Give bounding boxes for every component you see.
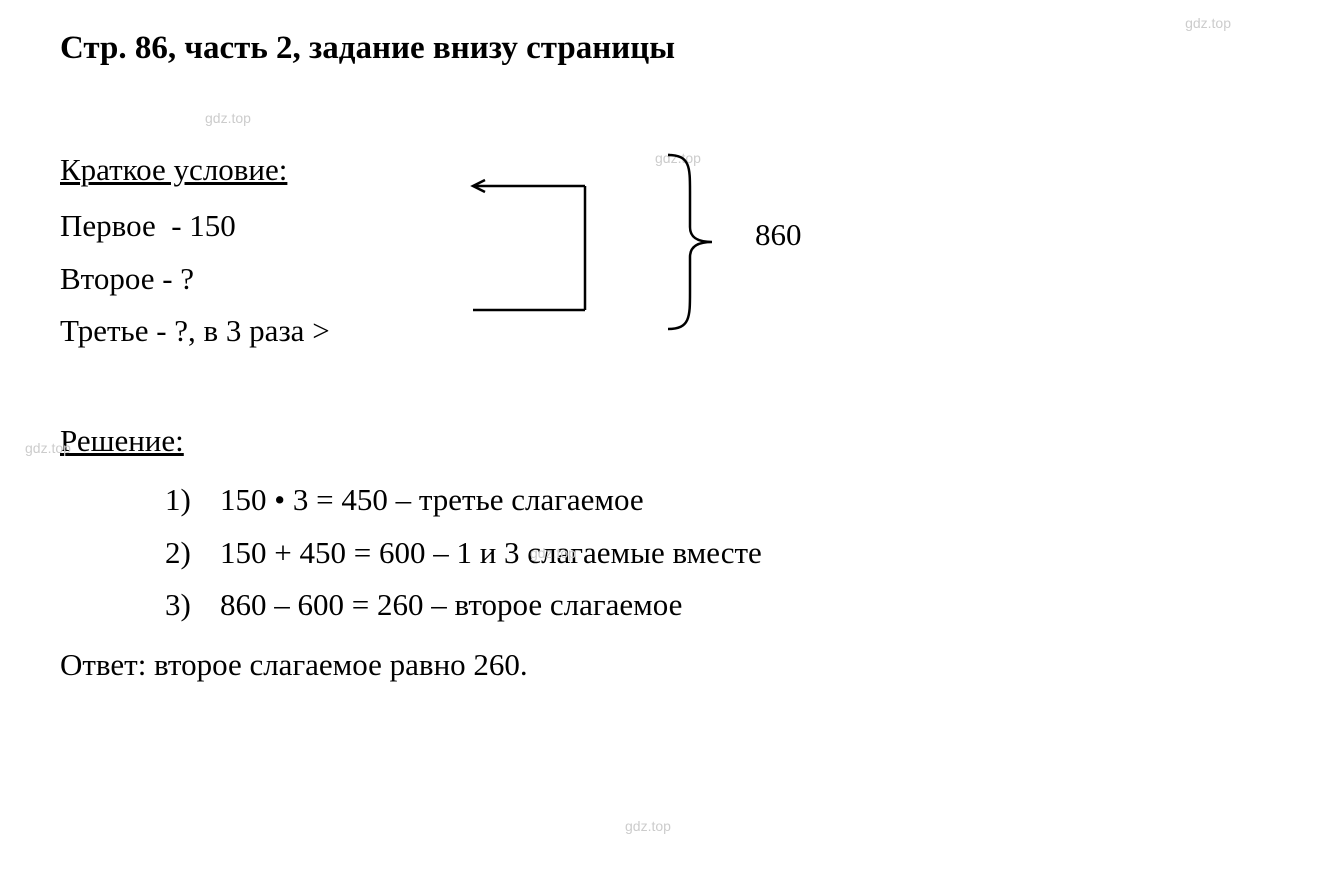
watermark: gdz.top bbox=[25, 440, 71, 456]
page-title: Стр. 86, часть 2, задание внизу страницы bbox=[60, 30, 1266, 67]
item-text: 150 + 450 = 600 – 1 и 3 слагаемые вместе bbox=[220, 527, 762, 580]
item-number: 2) bbox=[165, 527, 220, 580]
solution-block: Решение: 1) 150 • 3 = 450 – третье слага… bbox=[60, 423, 1266, 683]
item-text: 860 – 600 = 260 – второе слагаемое bbox=[220, 579, 682, 632]
solution-item: 2) 150 + 450 = 600 – 1 и 3 слагаемые вме… bbox=[165, 527, 1266, 580]
solution-heading: Решение: bbox=[60, 423, 1266, 459]
watermark: gdz.top bbox=[530, 545, 576, 561]
condition-block: Краткое условие: Первое - 150 Второе - ?… bbox=[60, 152, 1266, 358]
watermark: gdz.top bbox=[205, 110, 251, 126]
curly-brace-icon bbox=[660, 147, 720, 337]
item-text: 150 • 3 = 450 – третье слагаемое bbox=[220, 474, 644, 527]
brace-value: 860 bbox=[755, 217, 802, 253]
item-number: 1) bbox=[165, 474, 220, 527]
arrow-bracket-icon bbox=[470, 162, 610, 322]
solution-item: 1) 150 • 3 = 450 – третье слагаемое bbox=[165, 474, 1266, 527]
item-number: 3) bbox=[165, 579, 220, 632]
answer-text: Ответ: второе слагаемое равно 260. bbox=[60, 647, 1266, 683]
solution-item: 3) 860 – 600 = 260 – второе слагаемое bbox=[165, 579, 1266, 632]
watermark: gdz.top bbox=[1185, 15, 1231, 31]
solution-list: 1) 150 • 3 = 450 – третье слагаемое 2) 1… bbox=[165, 474, 1266, 632]
watermark: gdz.top bbox=[625, 818, 671, 834]
